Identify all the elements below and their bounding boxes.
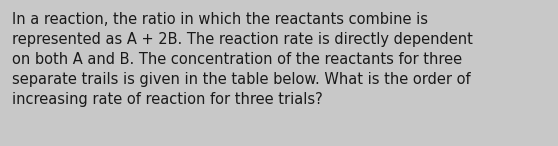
Text: In a reaction, the ratio in which the reactants combine is
represented as A + 2B: In a reaction, the ratio in which the re… (12, 12, 473, 107)
